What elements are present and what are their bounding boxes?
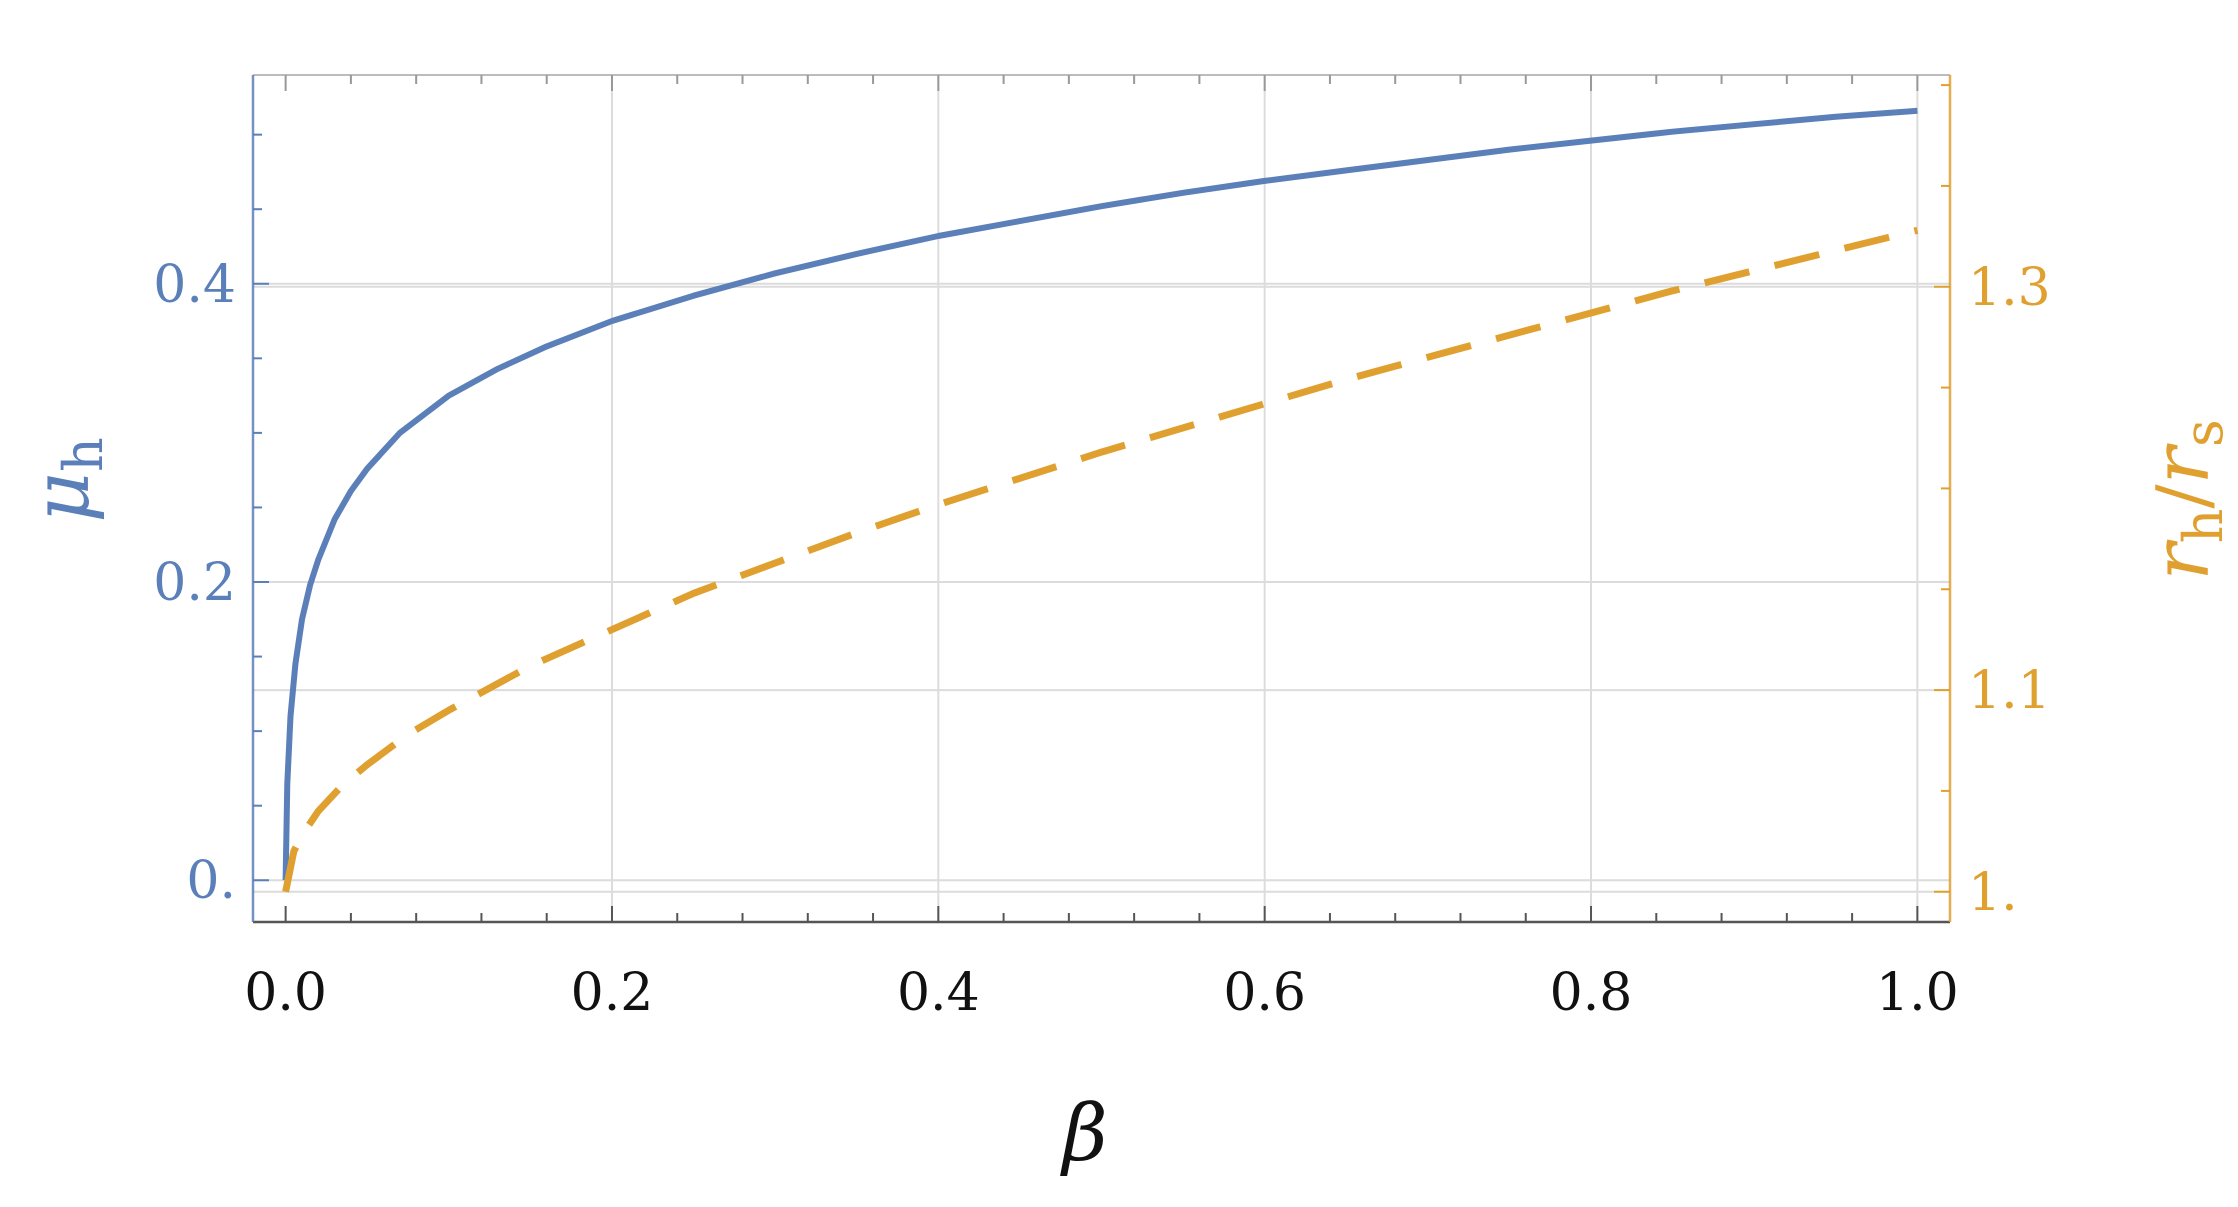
y-right-tick-label: 1.1	[1968, 661, 2051, 721]
y-left-axis-label: μh	[17, 437, 115, 522]
x-tick-label: 0.8	[1550, 963, 1633, 1023]
grid-layer	[253, 75, 1950, 922]
y-right-tick-label: 1.	[1968, 863, 2018, 923]
y-left-symbol: μ	[17, 472, 107, 523]
x-tick-label: 0.2	[571, 963, 654, 1023]
series-layer	[282, 107, 1919, 893]
x-tick-label: 1.0	[1876, 963, 1959, 1023]
tick-marks	[253, 75, 1950, 922]
y-right-axis-label: rh/rs	[2137, 419, 2235, 580]
y-left-subscript: h	[52, 437, 115, 472]
y-left-tick-label: 0.	[186, 851, 236, 911]
series-line-solid	[282, 107, 1918, 881]
y-left-tick-label: 0.4	[153, 255, 236, 315]
y-right-num: r	[2137, 539, 2227, 581]
x-axis-label: β	[1059, 1089, 1107, 1179]
x-tick-label: 0.4	[897, 963, 980, 1023]
y-right-den-sub: s	[2172, 419, 2235, 447]
y-right-slash: /	[2141, 484, 2225, 509]
tick-labels: 0.0 0.2 0.4 0.6 0.8 1.0 0. 0.2 0.4 1. 1.1 1.3	[153, 255, 2050, 1023]
y-left-tick-label: 0.2	[153, 553, 236, 613]
plot-frame	[251, 74, 1952, 924]
x-tick-label: 0.6	[1223, 963, 1306, 1023]
x-tick-label: 0.0	[244, 963, 327, 1023]
y-right-tick-label: 1.3	[1968, 258, 2051, 318]
y-right-num-sub: h	[2172, 509, 2235, 544]
y-right-den: r	[2137, 442, 2227, 484]
series-line-dashed	[282, 226, 1919, 893]
